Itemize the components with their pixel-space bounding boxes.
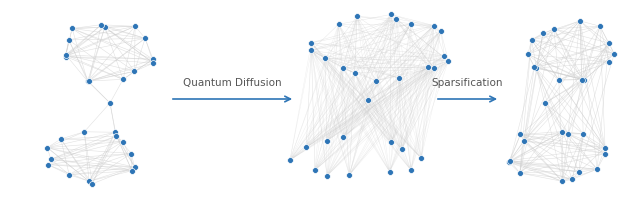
Point (79, 130, 90, 133)
Point (548, 27, 559, 30)
Point (505, 159, 515, 162)
Point (391, 17, 401, 21)
Point (573, 170, 584, 174)
Point (578, 132, 588, 135)
Point (529, 65, 540, 68)
Point (126, 152, 136, 155)
Point (140, 37, 150, 40)
Point (429, 66, 439, 69)
Point (333, 23, 344, 26)
Text: Sparsification: Sparsification (431, 78, 503, 88)
Point (61, 53, 71, 56)
Point (105, 101, 115, 105)
Point (84, 180, 94, 183)
Point (595, 25, 605, 28)
Point (540, 101, 550, 105)
Point (385, 141, 396, 144)
Point (604, 41, 614, 45)
Point (306, 41, 316, 44)
Point (129, 70, 140, 73)
Point (416, 157, 426, 160)
Point (349, 72, 360, 75)
Point (575, 19, 585, 22)
Point (45, 158, 56, 161)
Point (429, 24, 439, 27)
Point (554, 78, 564, 82)
Point (406, 22, 416, 25)
Point (531, 67, 541, 70)
Point (577, 78, 587, 81)
Point (609, 52, 620, 55)
Point (96, 23, 106, 26)
Point (444, 59, 454, 63)
Point (527, 38, 537, 41)
Point (518, 139, 529, 143)
Point (385, 170, 395, 173)
Point (148, 58, 158, 61)
Point (83, 80, 93, 83)
Point (563, 132, 573, 135)
Point (504, 161, 514, 164)
Point (301, 146, 311, 149)
Point (110, 131, 120, 134)
Point (64, 173, 74, 176)
Point (600, 152, 611, 155)
Point (84, 80, 94, 83)
Text: Quantum Diffusion: Quantum Diffusion (182, 78, 282, 88)
Point (386, 13, 396, 16)
Point (604, 61, 614, 64)
Point (322, 174, 332, 177)
Point (523, 53, 533, 56)
Point (67, 27, 77, 30)
Point (515, 171, 525, 175)
Point (42, 146, 52, 149)
Point (56, 137, 66, 141)
Point (363, 98, 373, 102)
Point (87, 182, 97, 185)
Point (592, 168, 602, 171)
Point (337, 67, 348, 70)
Point (344, 173, 355, 176)
Point (567, 178, 577, 181)
Point (338, 135, 348, 138)
Point (515, 133, 525, 136)
Point (100, 26, 110, 29)
Point (406, 168, 416, 171)
Point (42, 163, 52, 166)
Point (60, 55, 70, 58)
Point (127, 169, 137, 172)
Point (322, 139, 332, 142)
Point (63, 38, 74, 42)
Point (422, 66, 433, 69)
Point (118, 78, 128, 81)
Point (579, 78, 589, 81)
Point (352, 15, 362, 18)
Point (129, 166, 140, 169)
Point (538, 31, 548, 35)
Point (321, 57, 331, 60)
Point (310, 168, 320, 172)
Point (436, 29, 446, 32)
Point (307, 49, 317, 52)
Point (397, 148, 407, 151)
Point (394, 77, 404, 80)
Point (118, 140, 128, 143)
Point (285, 158, 295, 162)
Point (600, 146, 611, 149)
Point (557, 130, 568, 133)
Point (111, 135, 122, 138)
Point (130, 25, 140, 28)
Point (148, 62, 159, 65)
Point (439, 54, 449, 57)
Point (371, 79, 381, 82)
Point (557, 180, 568, 183)
